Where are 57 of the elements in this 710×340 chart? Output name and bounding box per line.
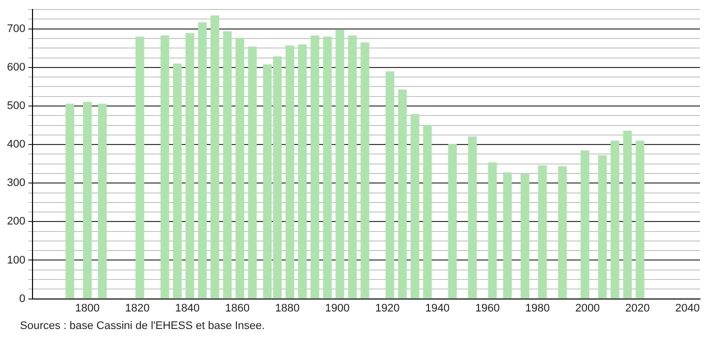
- x-tick-label: 1960: [475, 302, 500, 314]
- bar: [98, 104, 107, 299]
- bar: [558, 166, 567, 299]
- bar: [173, 64, 182, 299]
- y-tick-label: 700: [6, 22, 26, 35]
- bar: [488, 162, 497, 299]
- bar: [210, 15, 220, 299]
- y-tick-label: 400: [6, 138, 26, 151]
- bar: [520, 174, 530, 299]
- y-tick-label: 0: [19, 292, 26, 305]
- bar: [223, 31, 232, 299]
- bar: [83, 102, 92, 299]
- x-tick-label: 2040: [675, 302, 700, 314]
- x-tick-label: 1980: [525, 302, 550, 314]
- bar: [198, 22, 207, 299]
- y-tick-label: 100: [6, 254, 26, 266]
- bar: [310, 35, 320, 299]
- x-tick-label: 2000: [575, 302, 600, 314]
- bar: [580, 150, 590, 299]
- bar: [236, 38, 244, 299]
- y-tick-label: 500: [6, 100, 26, 112]
- bar: [248, 46, 257, 299]
- bar: [503, 172, 512, 299]
- bar: [386, 71, 394, 299]
- y-tick-label: 200: [6, 216, 26, 228]
- bar: [136, 36, 144, 299]
- x-tick-label: 1800: [75, 302, 100, 314]
- bar: [160, 35, 170, 299]
- x-tick-label: 1860: [225, 302, 250, 314]
- bar: [598, 155, 607, 299]
- x-tick-label: 1940: [425, 302, 450, 314]
- bar: [398, 89, 407, 299]
- bar: [323, 36, 332, 299]
- bar: [448, 144, 457, 299]
- bar: [348, 35, 357, 299]
- bar: [610, 140, 620, 299]
- x-tick-label: 1820: [125, 302, 150, 314]
- bar: [66, 104, 74, 299]
- bar: [538, 165, 547, 299]
- bar: [286, 46, 294, 299]
- bar: [186, 33, 194, 299]
- x-tick-label: 1900: [325, 302, 350, 314]
- x-tick-label: 1840: [175, 302, 200, 314]
- x-tick-label: 2020: [625, 302, 650, 314]
- source-note: Sources : base Cassini de l'EHESS et base Insee.: [20, 320, 265, 332]
- bar: [423, 124, 432, 299]
- bar: [336, 29, 344, 299]
- bar: [636, 140, 644, 299]
- bar: [360, 42, 370, 299]
- y-tick-label: 600: [6, 61, 26, 74]
- bar: [468, 136, 477, 299]
- bar: [623, 130, 632, 299]
- y-tick-label: 300: [6, 177, 26, 190]
- x-tick-label: 1920: [375, 302, 400, 314]
- bar: [298, 44, 307, 299]
- bar: [410, 114, 420, 299]
- x-tick-label: 1880: [275, 302, 300, 314]
